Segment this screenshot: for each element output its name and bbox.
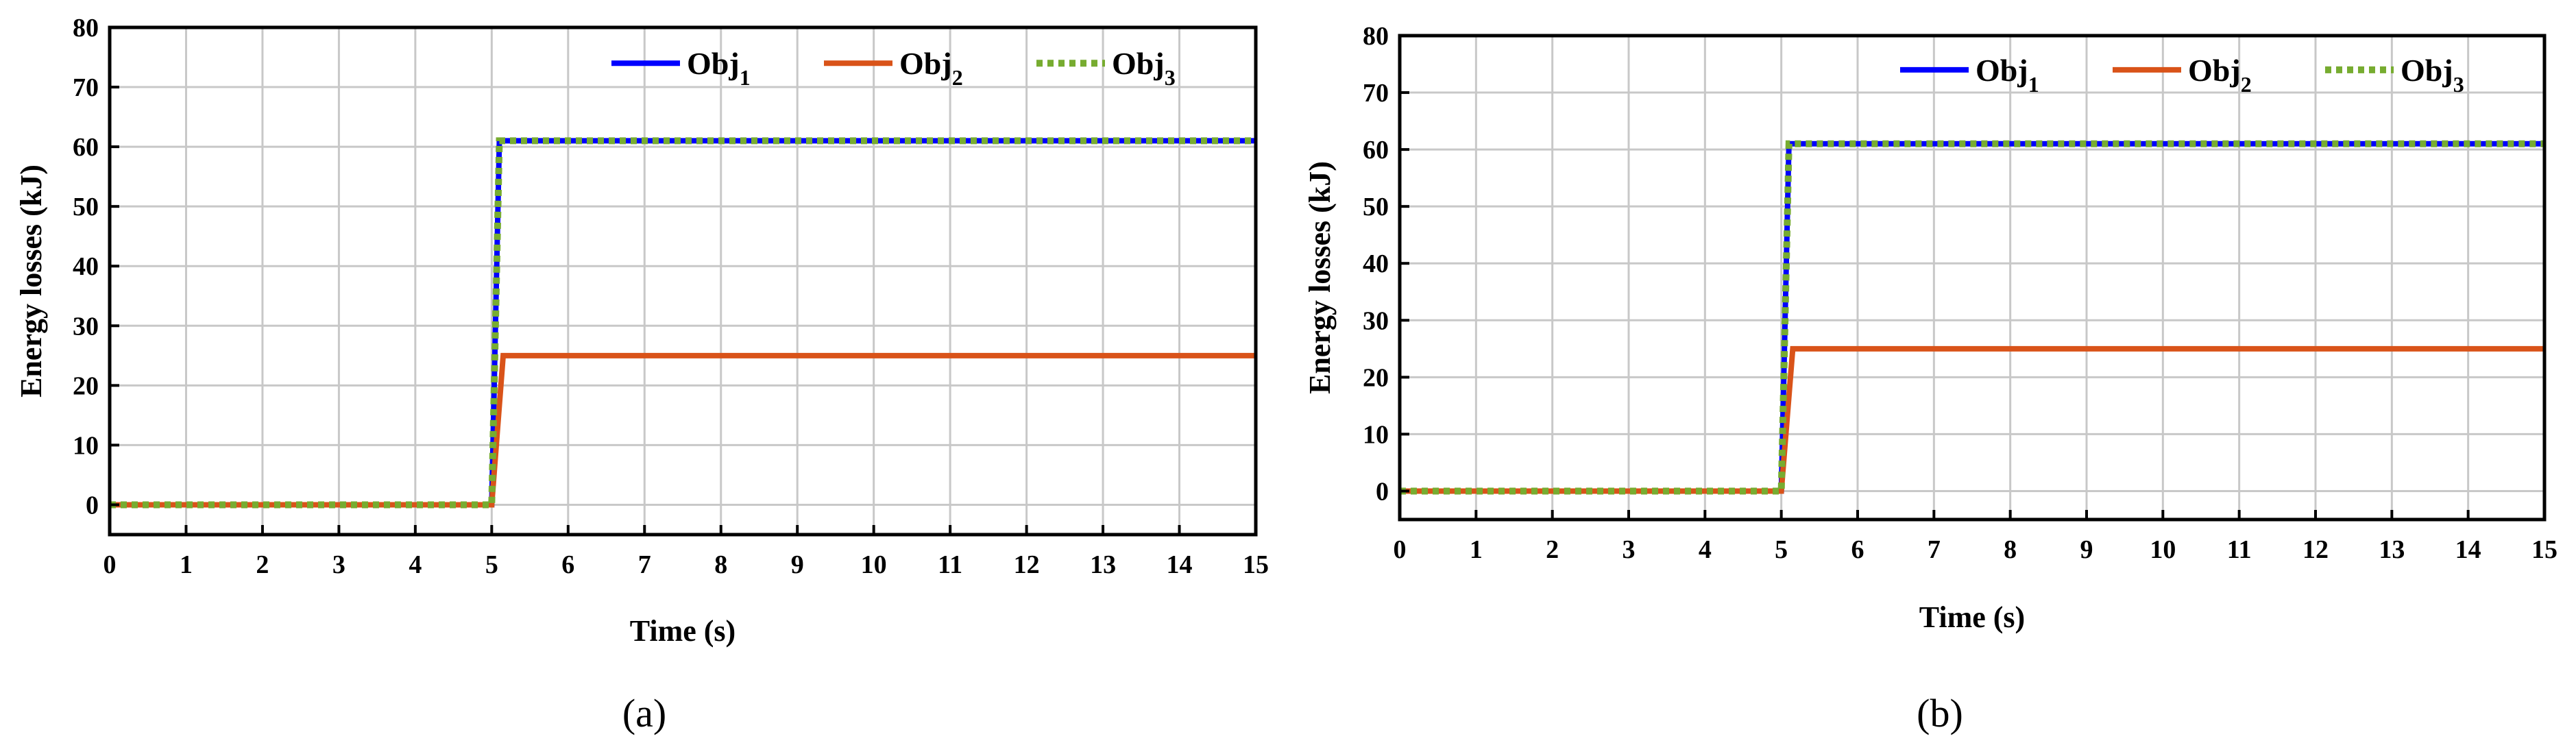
y-tick-label: 40 [1363, 249, 1389, 278]
y-tick-label: 50 [1363, 193, 1389, 221]
y-tick-label: 0 [86, 491, 99, 520]
x-tick-label: 3 [332, 550, 345, 579]
chart-caption: (b) [1917, 691, 1963, 735]
x-tick-label: 13 [1090, 550, 1116, 579]
x-tick-label: 0 [1394, 535, 1407, 564]
x-tick-label: 3 [1623, 535, 1636, 564]
y-axis-label: Energy losses (kJ) [1303, 161, 1337, 394]
x-tick-label: 9 [791, 550, 804, 579]
x-tick-label: 12 [1014, 550, 1040, 579]
legend-subscript: 1 [2028, 72, 2039, 97]
x-tick-label: 4 [1699, 535, 1712, 564]
x-tick-label: 10 [2150, 535, 2176, 564]
y-tick-label: 50 [73, 193, 99, 221]
series-line-obj3 [110, 137, 1256, 509]
x-axis-label: Time (s) [630, 614, 736, 648]
x-axis-label: Time (s) [1919, 600, 2025, 634]
x-tick-label: 5 [1775, 535, 1788, 564]
axes-box [1398, 34, 2547, 522]
x-tick-label: 11 [2227, 535, 2252, 564]
y-tick-label: 10 [73, 431, 99, 460]
x-tick-label: 7 [1928, 535, 1941, 564]
x-tick-label: 4 [409, 550, 422, 579]
x-tick-label: 11 [938, 550, 962, 579]
y-tick-label: 80 [73, 14, 99, 42]
x-tick-label: 0 [104, 550, 117, 579]
x-tick-label: 13 [2379, 535, 2405, 564]
y-tick-label: 60 [73, 133, 99, 162]
y-tick-label: 40 [73, 252, 99, 281]
chart-a: 0 1 2 3 4 5 6 7 8 9 10 11 12 13 14 1501020304050607080T… [14, 14, 1269, 735]
axes-box [108, 25, 1258, 537]
y-tick-label: 30 [73, 312, 99, 341]
x-tick-label: 14 [2455, 535, 2481, 564]
x-tick-label: 6 [1851, 535, 1864, 564]
x-tick-label: 1 [1470, 535, 1483, 564]
y-tick-label: 80 [1363, 22, 1389, 51]
x-tick-label: 10 [861, 550, 887, 579]
x-tick-label: 7 [638, 550, 651, 579]
x-tick-label: 2 [1546, 535, 1559, 564]
x-tick-label: 9 [2080, 535, 2093, 564]
plot-area [110, 27, 1256, 535]
legend-subscript: 2 [2241, 72, 2252, 97]
x-tick-label: 15 [2531, 535, 2557, 564]
y-tick-label: 10 [1363, 420, 1389, 449]
x-tick-label: 8 [2004, 535, 2017, 564]
x-tick-label: 14 [1167, 550, 1193, 579]
legend-subscript: 2 [952, 65, 963, 90]
y-axis-label: Energy losses (kJ) [14, 164, 48, 398]
y-tick-label: 30 [1363, 306, 1389, 335]
x-tick-label: 6 [561, 550, 574, 579]
series-line-obj3 [1400, 140, 2544, 495]
y-tick-label: 20 [1363, 363, 1389, 392]
plot-area [1400, 36, 2544, 520]
chart-caption: (a) [622, 691, 666, 735]
y-tick-label: 20 [73, 371, 99, 400]
x-tick-label: 8 [714, 550, 727, 579]
chart-b: 0 1 2 3 4 5 6 7 8 9 10 11 12 13 14 1501020304050607080T… [1303, 22, 2557, 735]
legend-subscript: 1 [740, 65, 751, 90]
x-tick-label: 1 [180, 550, 193, 579]
y-tick-label: 60 [1363, 136, 1389, 164]
y-tick-label: 70 [1363, 79, 1389, 108]
legend-subscript: 3 [2453, 72, 2464, 97]
x-tick-label: 12 [2302, 535, 2329, 564]
x-tick-label: 15 [1243, 550, 1269, 579]
x-tick-label: 5 [485, 550, 498, 579]
legend-subscript: 3 [1165, 65, 1176, 90]
y-tick-label: 70 [73, 73, 99, 102]
x-tick-label: 2 [256, 550, 269, 579]
y-tick-label: 0 [1376, 477, 1389, 506]
